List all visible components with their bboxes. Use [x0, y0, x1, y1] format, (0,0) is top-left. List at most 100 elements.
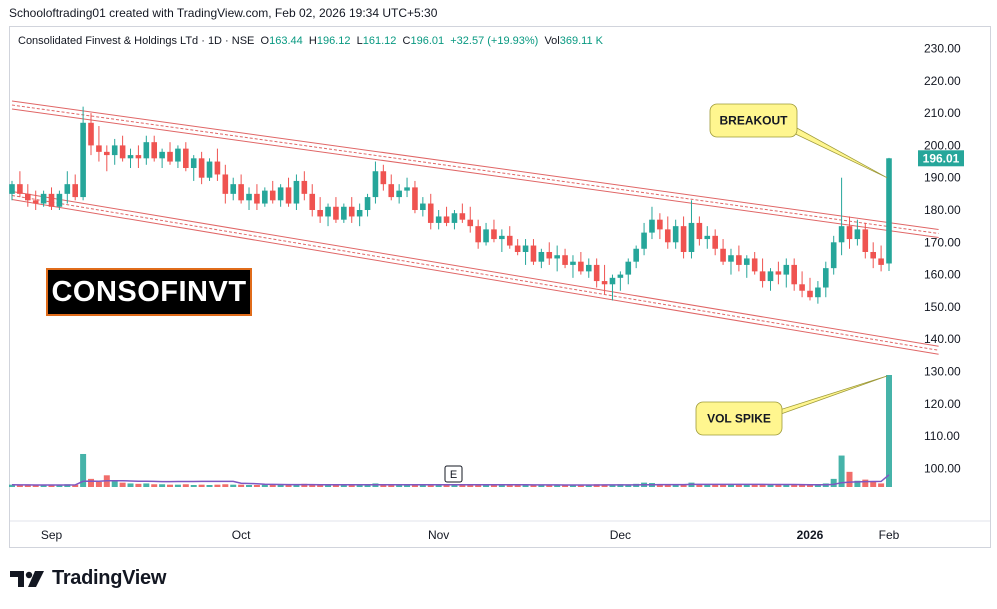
candle-body — [878, 258, 884, 265]
symbol-name[interactable]: Consolidated Finvest & Holdings LTd · 1D… — [18, 35, 255, 47]
y-axis-tick-label: 210.00 — [924, 106, 961, 120]
candle-body — [206, 161, 213, 178]
candle-body — [167, 151, 173, 162]
high-value: 196.12 — [316, 35, 351, 47]
candle — [554, 245, 560, 272]
earnings-marker: E — [444, 465, 463, 483]
candle-body — [64, 184, 71, 194]
candle-body — [862, 229, 869, 252]
candle — [127, 148, 134, 169]
volume-bar — [490, 484, 497, 487]
candle-body — [333, 206, 339, 220]
candle-body — [886, 158, 892, 264]
volume-bar — [40, 485, 47, 487]
ticker-label: CONSOFINVT — [51, 275, 247, 308]
candle — [246, 187, 252, 210]
candle-body — [356, 210, 363, 217]
candle-body — [578, 261, 584, 272]
tradingview-logo[interactable]: TradingView — [10, 567, 166, 590]
high-label: H — [308, 35, 317, 47]
candle-body — [396, 190, 402, 198]
volume-bar — [151, 484, 158, 487]
volume-bar — [143, 483, 150, 487]
candle — [807, 277, 813, 301]
x-axis-tick-label: Oct — [232, 528, 251, 542]
volume-bar — [664, 484, 671, 487]
candle-body — [238, 184, 244, 201]
candle-body — [127, 155, 134, 159]
candle — [475, 219, 481, 249]
y-axis-tick-label: 130.00 — [924, 365, 961, 379]
candle-body — [467, 219, 474, 227]
candle-body — [435, 216, 442, 223]
candle — [25, 184, 31, 207]
candle-body — [104, 151, 110, 156]
volume-bar — [88, 478, 95, 487]
candle-body — [40, 193, 47, 204]
volume-bar — [830, 478, 837, 487]
channel-upper-line-edge — [11, 100, 939, 230]
candle — [688, 200, 695, 259]
last-price-tag: 196.01 — [918, 150, 964, 167]
candle-body — [412, 187, 418, 210]
candle — [420, 197, 426, 217]
volume-bar — [506, 485, 513, 487]
volume-bar — [475, 484, 482, 487]
candle — [728, 248, 734, 275]
y-axis-tick-label: 200.00 — [924, 138, 961, 152]
volume-bar — [720, 484, 727, 487]
candle-body — [388, 184, 395, 198]
y-axis-tick-label: 190.00 — [924, 171, 961, 185]
candle-body — [325, 206, 331, 217]
candle — [499, 229, 505, 252]
last-price-label: 196.01 — [923, 151, 960, 165]
candle — [767, 268, 774, 291]
x-axis-tick-label: 2026 — [797, 528, 824, 542]
volume-bar — [514, 485, 521, 487]
candle — [72, 174, 79, 201]
ticker-label-box: CONSOFINVT — [46, 268, 252, 316]
candle-body — [17, 184, 23, 194]
attribution-text: Schooloftrading01 created with TradingVi… — [9, 6, 438, 20]
volume-bar — [743, 485, 750, 487]
candle-body — [483, 229, 489, 243]
candle-body — [277, 187, 284, 201]
open-label: O — [260, 35, 270, 47]
candle — [657, 213, 663, 240]
candle — [64, 171, 71, 204]
candle — [633, 245, 639, 269]
vol-spike-callout-text: VOL SPIKE — [707, 412, 771, 426]
volume-bar — [135, 483, 142, 487]
candle — [32, 190, 39, 210]
candle-body — [712, 235, 718, 249]
candle — [388, 174, 395, 201]
candle — [143, 135, 150, 165]
volume-bar — [340, 484, 347, 487]
candle-body — [846, 226, 853, 240]
candle — [364, 193, 371, 217]
candle-body — [672, 226, 679, 243]
candle — [190, 155, 197, 181]
candle-body — [830, 242, 837, 269]
y-axis-tick-label: 110.00 — [924, 429, 960, 443]
candle — [238, 174, 244, 204]
candle-body — [246, 193, 252, 201]
volume-bar — [411, 484, 418, 487]
chart-frame — [9, 26, 991, 548]
candle — [736, 245, 742, 272]
channel-lower-line-mid — [11, 194, 939, 351]
candle — [585, 258, 592, 278]
candle — [680, 216, 687, 259]
volume-bar — [775, 484, 782, 487]
volume-bar — [238, 484, 245, 487]
x-axis-tick-label: Nov — [428, 528, 449, 542]
earnings-marker-box — [444, 465, 463, 483]
candle — [546, 242, 553, 265]
candle — [104, 145, 110, 172]
change-value: +32.57 (+19.93%) — [450, 35, 539, 47]
candle — [862, 222, 869, 259]
vol-spike-callout: VOL SPIKE — [695, 375, 888, 436]
candle — [601, 264, 608, 294]
candle-body — [562, 255, 568, 265]
